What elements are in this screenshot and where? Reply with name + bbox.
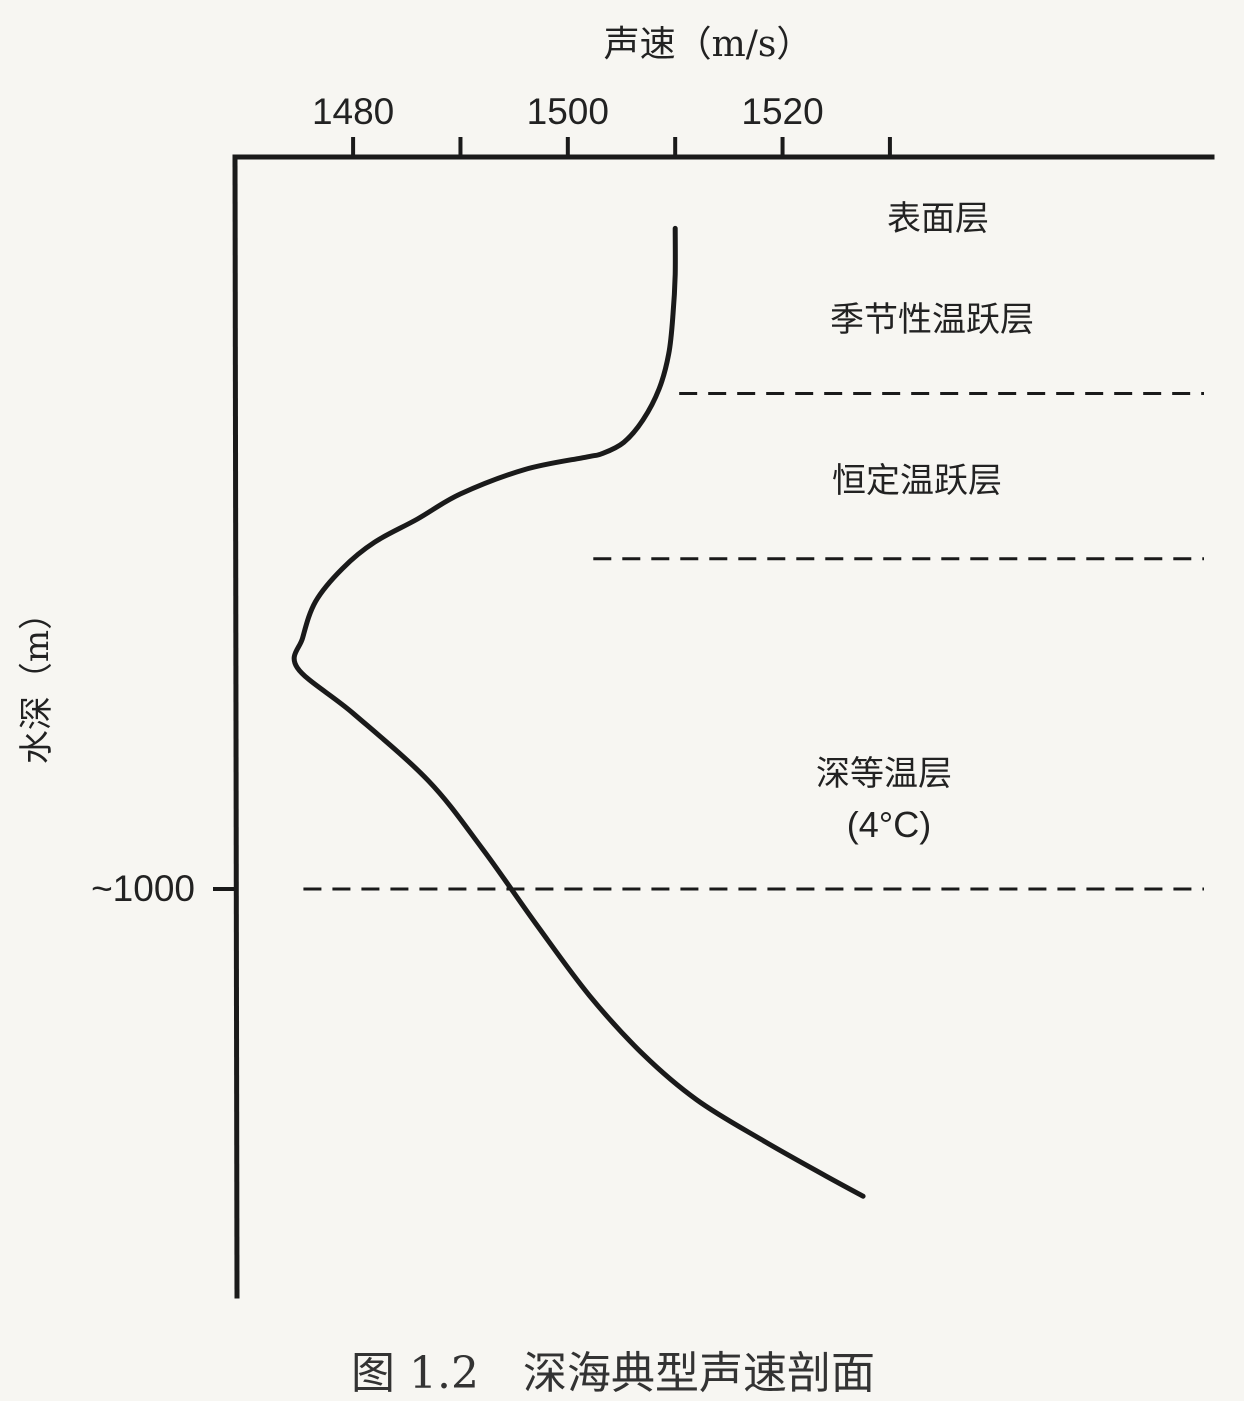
x-tick-label-1500: 1500: [527, 91, 609, 132]
figure-caption: 图 1.2 深海典型声速剖面: [351, 1348, 875, 1399]
y-tick-label-1000: ~1000: [91, 868, 195, 909]
layer-label-seasonal-thermocline: 季节性温跃层: [830, 300, 1034, 340]
layer-label-deep-temperature: (4°C): [847, 804, 931, 845]
layer-label-surface: 表面层: [887, 199, 989, 239]
layer-label-deep-isothermal: 深等温层: [816, 754, 952, 794]
layer-label-main-thermocline: 恒定温跃层: [832, 461, 1002, 501]
x-tick-label-1520: 1520: [741, 91, 823, 132]
y-axis-label: 水深（m）: [17, 596, 57, 764]
y-axis-line: [232, 154, 240, 1299]
x-tick-label-1480: 1480: [312, 91, 394, 132]
x-axis-label: 声速（m/s）: [604, 24, 813, 65]
sound-speed-curve: [291, 225, 866, 1199]
